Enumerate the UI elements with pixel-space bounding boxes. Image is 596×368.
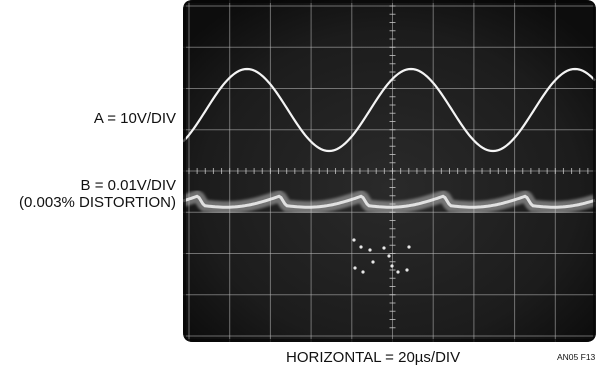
channel-a-label: A = 10V/DIV xyxy=(93,110,176,127)
stray-dot xyxy=(390,264,394,268)
stray-dot xyxy=(361,270,365,274)
stray-dot xyxy=(387,254,391,258)
channel-b-label: B = 0.01V/DIV xyxy=(80,177,176,194)
channel-a-trace xyxy=(183,67,596,153)
stray-dot xyxy=(353,266,357,270)
oscilloscope-screen xyxy=(183,0,596,342)
channel-b-distortion-label: (0.003% DISTORTION) xyxy=(19,194,176,211)
stray-dot xyxy=(359,245,363,249)
stray-dot xyxy=(405,268,409,272)
channel-b-trace xyxy=(183,194,596,209)
horizontal-scale-label: HORIZONTAL = 20µs/DIV xyxy=(286,349,461,366)
stray-dot xyxy=(407,245,411,249)
figure-label: AN05 F13 xyxy=(557,352,596,362)
stray-dot xyxy=(371,260,375,264)
stray-dot xyxy=(382,246,386,250)
stray-dot xyxy=(352,238,356,242)
stray-dot xyxy=(396,270,400,274)
graticule-ticks xyxy=(188,5,589,329)
stray-dots xyxy=(352,238,411,274)
stray-dot xyxy=(368,248,372,252)
